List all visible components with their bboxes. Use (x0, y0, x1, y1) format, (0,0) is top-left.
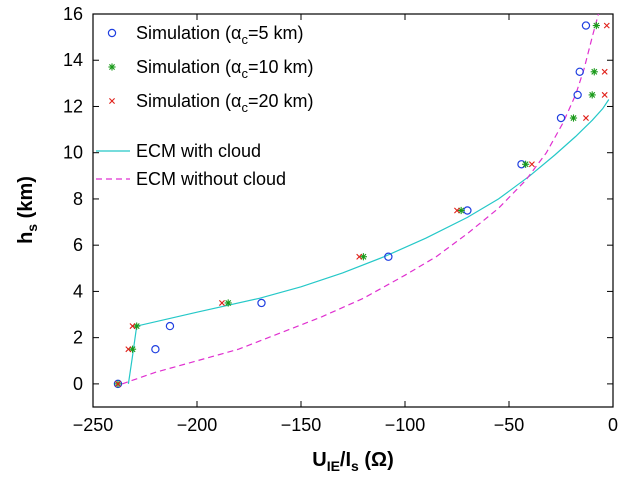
data-point-s0 (575, 67, 584, 76)
x-axis-label: UIE/Is (Ω) (312, 449, 394, 474)
legend-item: ECM with cloud (96, 141, 261, 161)
data-point-s0 (556, 113, 566, 123)
plot-frame (92, 13, 614, 408)
y-tick-label: 8 (73, 189, 83, 209)
data-point-s0 (384, 252, 393, 261)
data-point-s2 (528, 161, 535, 168)
series-line-4 (121, 13, 599, 385)
legend-label: Simulation (αc=5 km) (136, 23, 303, 47)
data-point-s0 (165, 321, 175, 331)
y-tick-label: 6 (73, 235, 83, 255)
data-point-s2 (603, 22, 610, 29)
x-tick-label: −100 (385, 415, 426, 435)
legend-label: ECM without cloud (136, 169, 286, 189)
data-point-s2 (454, 207, 460, 214)
data-point-s1 (592, 21, 600, 30)
legend-item: Simulation (αc=5 km) (107, 23, 303, 47)
axis-ticks: −250 −200 −150 −100 −50 0 0 2 4 6 8 10 12 14 16 (63, 4, 618, 435)
legend-item: ECM without cloud (96, 169, 286, 189)
data-point-s2 (601, 91, 608, 98)
data-point-s2 (601, 68, 608, 75)
y-tick-label: 16 (63, 4, 83, 24)
data-point-s0 (151, 345, 160, 354)
legend-label: Simulation (αc=10 km) (136, 57, 313, 81)
series-line-3 (127, 99, 610, 384)
legend-marker (107, 28, 117, 38)
x-tick-label: −250 (73, 415, 114, 435)
data-point-s2 (582, 115, 589, 122)
data-point-s2 (125, 346, 132, 353)
data-point-s1 (224, 299, 232, 307)
legend-item: Simulation (αc=20 km) (109, 91, 313, 115)
x-tick-label: −150 (281, 415, 322, 435)
y-tick-label: 4 (73, 281, 83, 301)
curves (121, 13, 610, 385)
legend: Simulation (αc=5 km) Simulation (αc=10 km… (96, 23, 313, 189)
legend-marker (108, 63, 116, 71)
y-tick-label: 2 (73, 328, 83, 348)
data-point-s0 (581, 21, 591, 30)
data-points (113, 21, 610, 389)
y-axis-label: hs (km) (15, 176, 40, 244)
data-point-s1 (128, 345, 137, 353)
data-point-s2 (356, 253, 363, 260)
legend-label: Simulation (αc=20 km) (136, 91, 313, 115)
legend-label: ECM with cloud (136, 141, 261, 161)
data-point-s1 (569, 114, 578, 122)
data-point-s1 (133, 322, 141, 330)
y-tick-label: 10 (63, 143, 83, 163)
data-point-s1 (359, 253, 367, 261)
data-point-s0 (257, 298, 266, 308)
data-point-s1 (590, 68, 598, 76)
x-tick-label: −200 (177, 415, 218, 435)
x-tick-label: 0 (608, 415, 618, 435)
data-point-s1 (588, 91, 596, 99)
data-point-s0 (573, 90, 582, 100)
data-point-s2 (218, 299, 225, 306)
y-tick-label: 14 (63, 50, 83, 70)
y-tick-label: 0 (73, 374, 83, 394)
y-tick-label: 12 (63, 96, 83, 116)
legend-item: Simulation (αc=10 km) (108, 57, 313, 81)
data-point-s2 (114, 380, 121, 387)
legend-marker (109, 98, 115, 104)
data-point-s1 (457, 206, 465, 215)
data-point-s1 (522, 160, 530, 168)
data-point-s2 (129, 323, 136, 330)
x-tick-label: −50 (494, 415, 525, 435)
